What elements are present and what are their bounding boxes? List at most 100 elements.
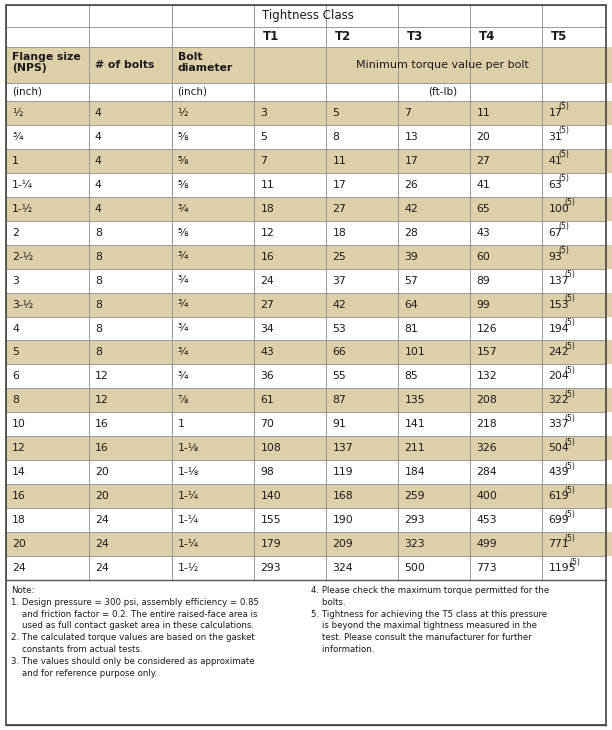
Bar xyxy=(6,197,612,220)
Text: 93: 93 xyxy=(548,252,562,261)
Bar xyxy=(255,47,612,83)
Text: 184: 184 xyxy=(405,467,425,477)
Text: ⅝: ⅝ xyxy=(177,132,188,142)
Text: 8: 8 xyxy=(95,299,102,310)
Text: 1: 1 xyxy=(12,156,19,166)
Bar xyxy=(542,27,612,47)
Text: 12: 12 xyxy=(12,443,26,453)
Text: (NPS): (NPS) xyxy=(12,63,47,73)
Text: 18: 18 xyxy=(260,204,274,214)
Text: 773: 773 xyxy=(476,563,497,573)
Text: 400: 400 xyxy=(476,491,498,502)
Text: 2-½: 2-½ xyxy=(12,252,33,261)
Text: 3-½: 3-½ xyxy=(12,299,33,310)
Text: 153: 153 xyxy=(548,299,569,310)
Text: 27: 27 xyxy=(260,299,274,310)
Text: # of bolts: # of bolts xyxy=(95,60,154,70)
Text: 63: 63 xyxy=(548,180,562,190)
Text: 126: 126 xyxy=(476,323,497,334)
Text: 1-¼: 1-¼ xyxy=(177,539,199,549)
Text: (5): (5) xyxy=(564,342,575,351)
Text: (5): (5) xyxy=(559,150,570,159)
Text: 4: 4 xyxy=(95,108,102,118)
Text: 34: 34 xyxy=(260,323,274,334)
Text: 100: 100 xyxy=(548,204,569,214)
Text: 66: 66 xyxy=(332,347,346,358)
Text: 89: 89 xyxy=(476,276,490,285)
Bar xyxy=(542,5,543,27)
Text: Flange size: Flange size xyxy=(12,52,81,62)
Text: (ft-lb): (ft-lb) xyxy=(428,87,457,97)
Text: 4: 4 xyxy=(95,204,102,214)
Text: 1: 1 xyxy=(177,419,184,429)
Text: 4. Please check the maximum torque permitted for the
    bolts.
5. Tightness for: 4. Please check the maximum torque permi… xyxy=(311,586,549,654)
Text: (5): (5) xyxy=(559,102,570,112)
Text: (5): (5) xyxy=(564,318,575,327)
Text: 218: 218 xyxy=(476,419,497,429)
Text: 8: 8 xyxy=(95,347,102,358)
Text: 25: 25 xyxy=(332,252,346,261)
Text: (5): (5) xyxy=(564,270,575,279)
Text: ½: ½ xyxy=(177,108,188,118)
Text: 168: 168 xyxy=(332,491,353,502)
Text: (5): (5) xyxy=(564,390,575,399)
Text: 98: 98 xyxy=(260,467,274,477)
Text: ¾: ¾ xyxy=(12,132,23,142)
Text: 36: 36 xyxy=(260,372,274,381)
Text: (5): (5) xyxy=(564,438,575,447)
Text: 91: 91 xyxy=(332,419,346,429)
Text: 194: 194 xyxy=(548,323,569,334)
Text: 26: 26 xyxy=(405,180,418,190)
Text: Tightness Class: Tightness Class xyxy=(263,9,354,23)
Text: 101: 101 xyxy=(405,347,425,358)
Text: 1-½: 1-½ xyxy=(12,204,33,214)
Text: 53: 53 xyxy=(332,323,346,334)
Text: 504: 504 xyxy=(548,443,569,453)
Text: 60: 60 xyxy=(476,252,490,261)
Text: 57: 57 xyxy=(405,276,418,285)
Text: T4: T4 xyxy=(479,31,494,44)
Text: 61: 61 xyxy=(260,396,274,405)
Text: 27: 27 xyxy=(476,156,490,166)
Text: 619: 619 xyxy=(548,491,569,502)
Text: ⅝: ⅝ xyxy=(177,156,188,166)
Text: ¾: ¾ xyxy=(177,323,188,334)
Text: (5): (5) xyxy=(559,222,570,231)
Bar xyxy=(6,508,612,532)
Text: 20: 20 xyxy=(12,539,26,549)
Text: 137: 137 xyxy=(332,443,353,453)
Text: 7: 7 xyxy=(405,108,411,118)
Text: 87: 87 xyxy=(332,396,346,405)
Text: 1-⅛: 1-⅛ xyxy=(177,467,199,477)
Bar xyxy=(6,412,612,437)
Bar xyxy=(326,5,327,27)
Bar xyxy=(89,5,171,27)
Text: (inch): (inch) xyxy=(177,87,207,97)
Text: 3: 3 xyxy=(12,276,19,285)
Text: ¾: ¾ xyxy=(177,204,188,214)
Text: 499: 499 xyxy=(476,539,497,549)
Text: 108: 108 xyxy=(260,443,281,453)
Text: 20: 20 xyxy=(95,491,109,502)
Text: 18: 18 xyxy=(332,228,346,238)
Bar xyxy=(6,47,255,83)
Bar xyxy=(171,5,172,47)
Text: 4: 4 xyxy=(95,132,102,142)
Text: (5): (5) xyxy=(559,246,570,256)
Text: 208: 208 xyxy=(476,396,497,405)
Text: 17: 17 xyxy=(405,156,418,166)
Text: 31: 31 xyxy=(548,132,562,142)
Bar xyxy=(6,364,612,388)
Text: 4: 4 xyxy=(95,180,102,190)
Text: 155: 155 xyxy=(260,515,281,525)
Text: ⅞: ⅞ xyxy=(177,396,188,405)
Text: 500: 500 xyxy=(405,563,425,573)
Bar xyxy=(6,125,612,149)
Text: 140: 140 xyxy=(260,491,281,502)
Text: 1-¼: 1-¼ xyxy=(177,515,199,525)
Text: 28: 28 xyxy=(405,228,418,238)
Text: 771: 771 xyxy=(548,539,569,549)
Text: ¾: ¾ xyxy=(177,347,188,358)
Text: 41: 41 xyxy=(476,180,490,190)
Text: (5): (5) xyxy=(559,126,570,136)
